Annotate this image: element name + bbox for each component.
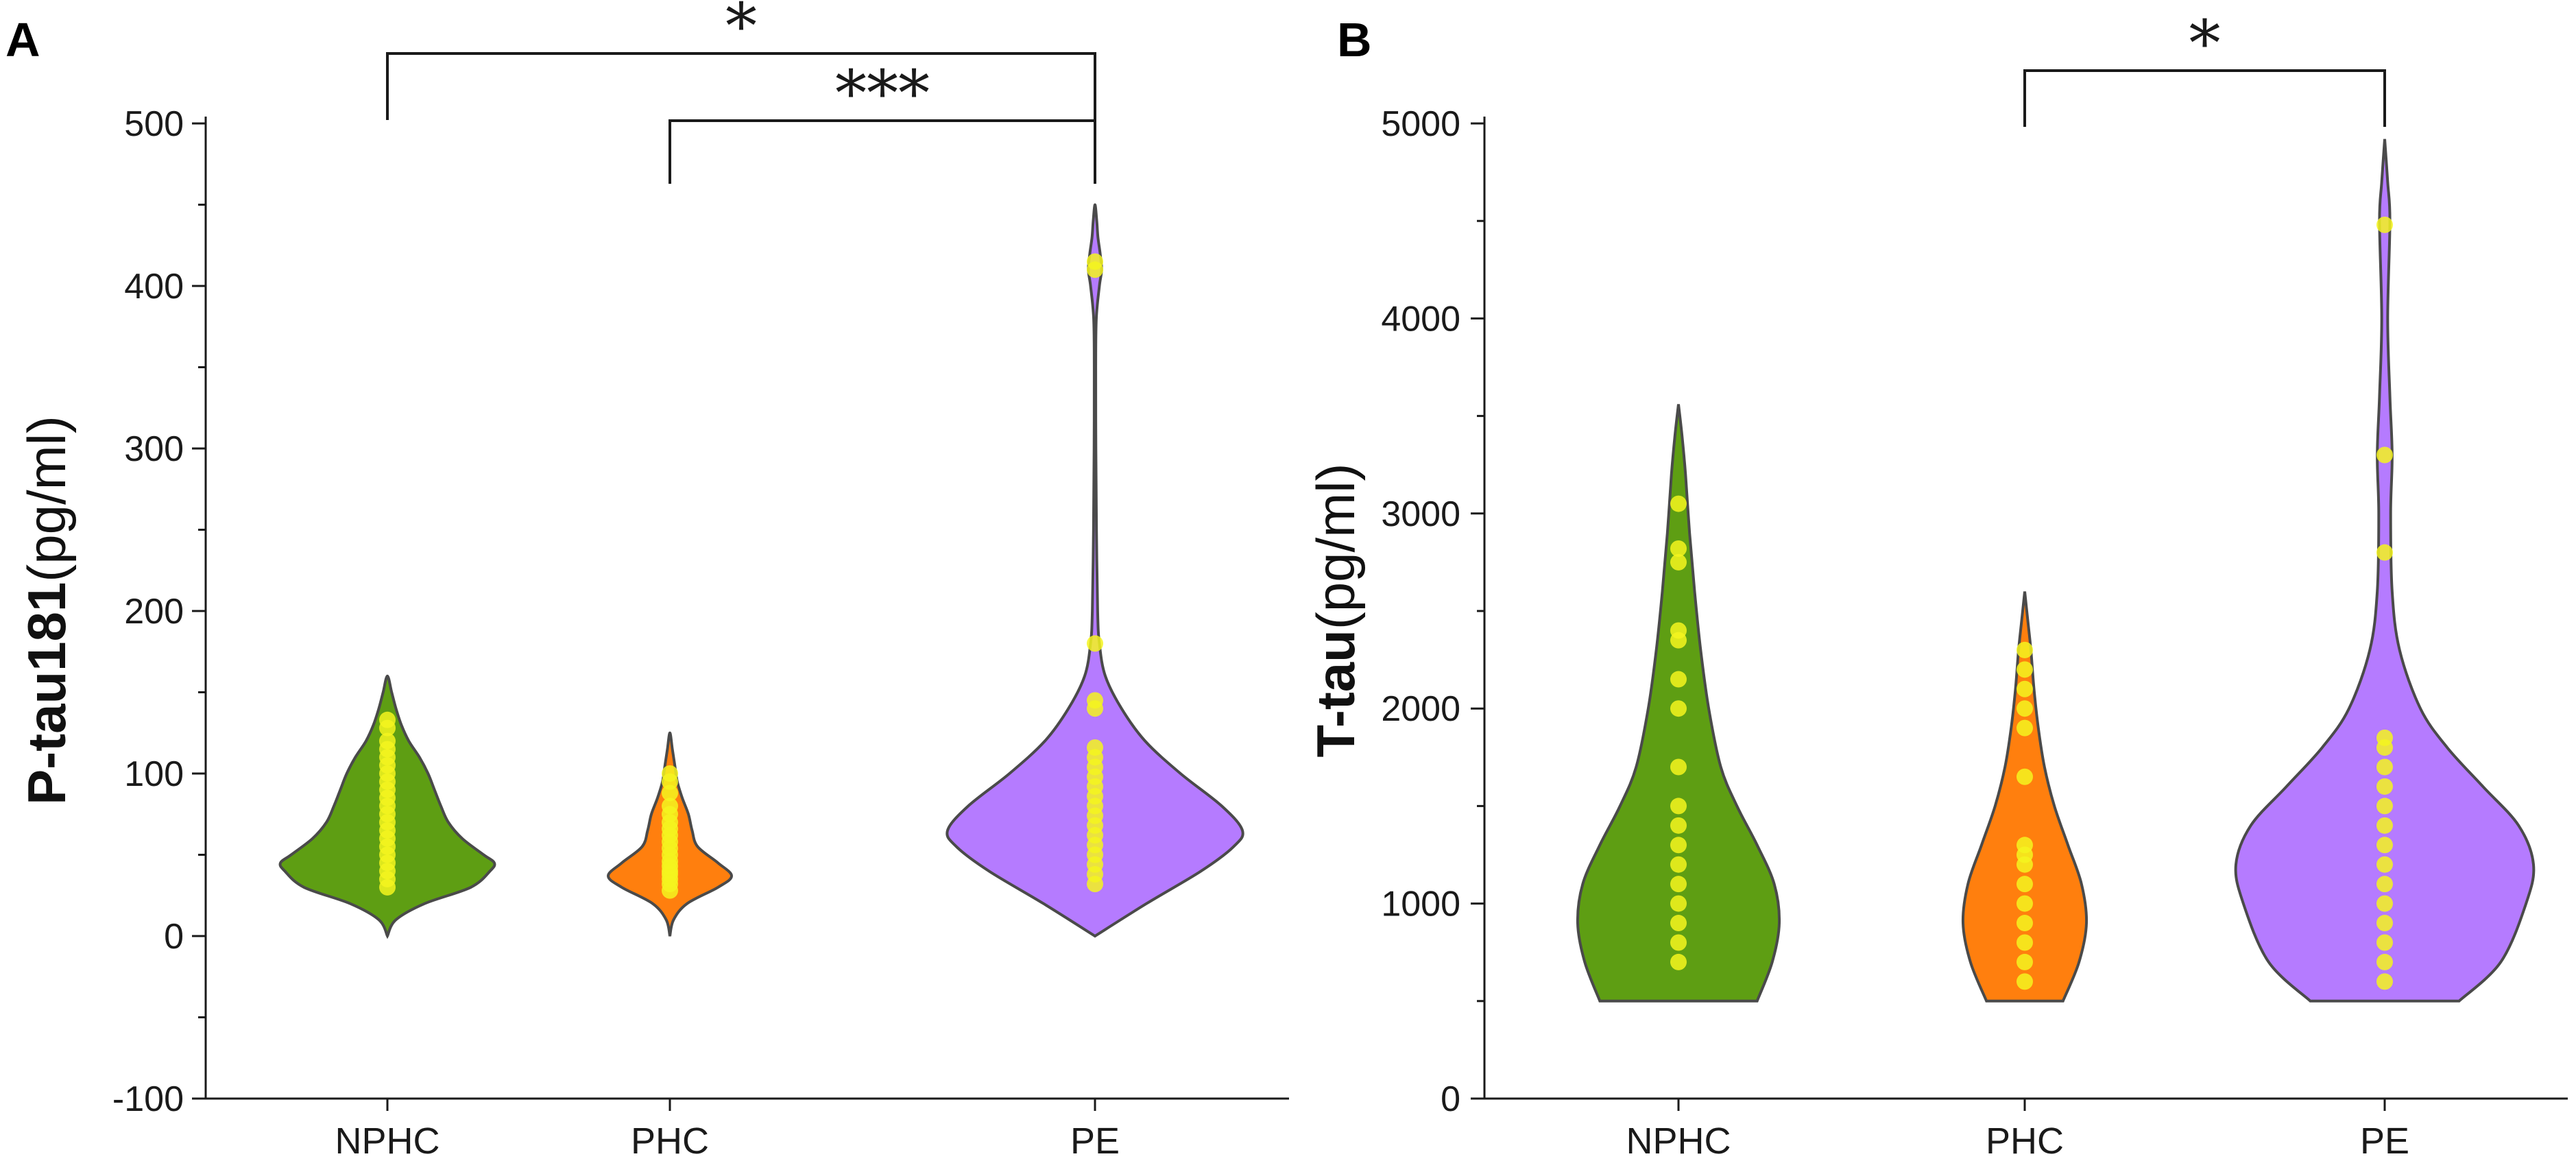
data-point [2376,758,2393,776]
panel-b-significance: * [2023,7,2386,127]
x-tick-label: PHC [631,1121,709,1162]
data-point [1670,934,1687,951]
data-point [2017,876,2033,893]
y-tick-label: 3000 [1381,494,1460,534]
y-tick-label: 400 [124,267,184,307]
violin-pe [2234,139,2536,1003]
panel-a-violins [278,203,1244,939]
data-point [2017,934,2033,951]
panel-a-ylabel: P-tau181(pg/ml) [16,416,77,805]
data-point [2017,768,2033,785]
panel-b-ylabel-main: T-tau [1305,630,1366,757]
data-point [1670,700,1687,717]
data-point [2376,817,2393,834]
significance-bracket [669,119,1096,184]
data-point [2376,876,2393,893]
data-point [2017,973,2033,990]
data-point [1670,817,1687,834]
y-tick-label: 0 [1441,1079,1460,1119]
data-point [2376,798,2393,815]
significance-label: * [2189,7,2221,80]
y-tick-label: 5000 [1381,104,1460,144]
data-point [2017,837,2033,854]
data-point [662,798,678,815]
significance-label: *** [835,57,930,130]
y-tick-label: 200 [124,592,184,632]
data-point [2376,216,2393,233]
data-point [1670,837,1687,854]
data-point [2376,544,2393,561]
panel-b-ylabel-unit: (pg/ml) [1305,463,1366,630]
panel-b: B T-tau(pg/ml) 0 1000 2000 3000 4000 5000 NPHC… [1305,7,2568,1162]
panel-b-violins [1576,139,2536,1003]
data-point [2376,856,2393,873]
data-point [1670,671,1687,688]
data-point [1087,739,1103,756]
y-tick-label: 100 [124,754,184,794]
data-point [662,765,678,782]
violin-phc [1961,591,2089,1003]
data-point [2017,719,2033,736]
data-point [1670,758,1687,776]
data-point [2376,973,2393,990]
significance-label: * [725,0,757,63]
significance-bracket [2023,69,2386,127]
data-point [2376,953,2393,970]
x-tick-label: PE [2360,1121,2409,1162]
data-point [1670,895,1687,912]
panel-b-axes: 0 1000 2000 3000 4000 5000 NPHC PHC PE [1381,104,2568,1162]
panel-a-significance: **** [386,0,1096,184]
data-point [1670,856,1687,873]
data-point [1087,253,1103,270]
data-point [2376,895,2393,912]
data-point [662,784,678,802]
y-tick-label: 500 [124,104,184,144]
data-point [1670,495,1687,512]
data-point [2376,729,2393,746]
y-tick-label: 1000 [1381,885,1460,924]
data-point [2376,837,2393,854]
data-point [2376,915,2393,932]
data-point [1670,915,1687,932]
data-point [2376,934,2393,951]
data-point [379,711,396,728]
data-point [1670,553,1687,571]
data-point [2017,915,2033,932]
x-tick-label: NPHC [1626,1121,1731,1162]
data-point [2017,641,2033,658]
data-point [1087,635,1103,652]
data-point [2017,953,2033,970]
y-tick-label: 300 [124,429,184,469]
data-point [2376,446,2393,464]
data-point [1670,540,1687,557]
data-point [1670,876,1687,893]
data-point [1670,798,1687,815]
panel-a-ylabel-unit: (pg/ml) [16,416,77,582]
panel-b-ylabel: T-tau(pg/ml) [1305,463,1366,757]
panel-a-letter: A [5,13,40,67]
y-tick-label: -100 [112,1079,184,1119]
panel-b-letter: B [1337,13,1372,67]
data-point [1670,953,1687,970]
data-point [1670,622,1687,639]
y-tick-label: 0 [164,917,184,957]
panel-a-axes: -100 0 100 200 300 400 500 NPHC PHC PE [112,104,1289,1162]
data-point [2376,778,2393,795]
data-point [2017,661,2033,678]
x-tick-label: NPHC [335,1121,440,1162]
y-tick-label: 2000 [1381,689,1460,729]
data-point [2017,680,2033,697]
violin-pe [946,203,1244,938]
y-tick-label: 4000 [1381,299,1460,339]
x-tick-label: PE [1070,1121,1120,1162]
significance-bracket [386,52,1096,120]
data-point [2017,895,2033,912]
data-point [2017,700,2033,717]
x-tick-label: PHC [1986,1121,2064,1162]
data-point [379,732,396,750]
panel-a-ylabel-main: P-tau181 [16,582,77,805]
data-point [1087,692,1103,709]
panel-a: A P-tau181(pg/ml) -100 0 100 200 300 400 500 NP… [5,0,1289,1162]
